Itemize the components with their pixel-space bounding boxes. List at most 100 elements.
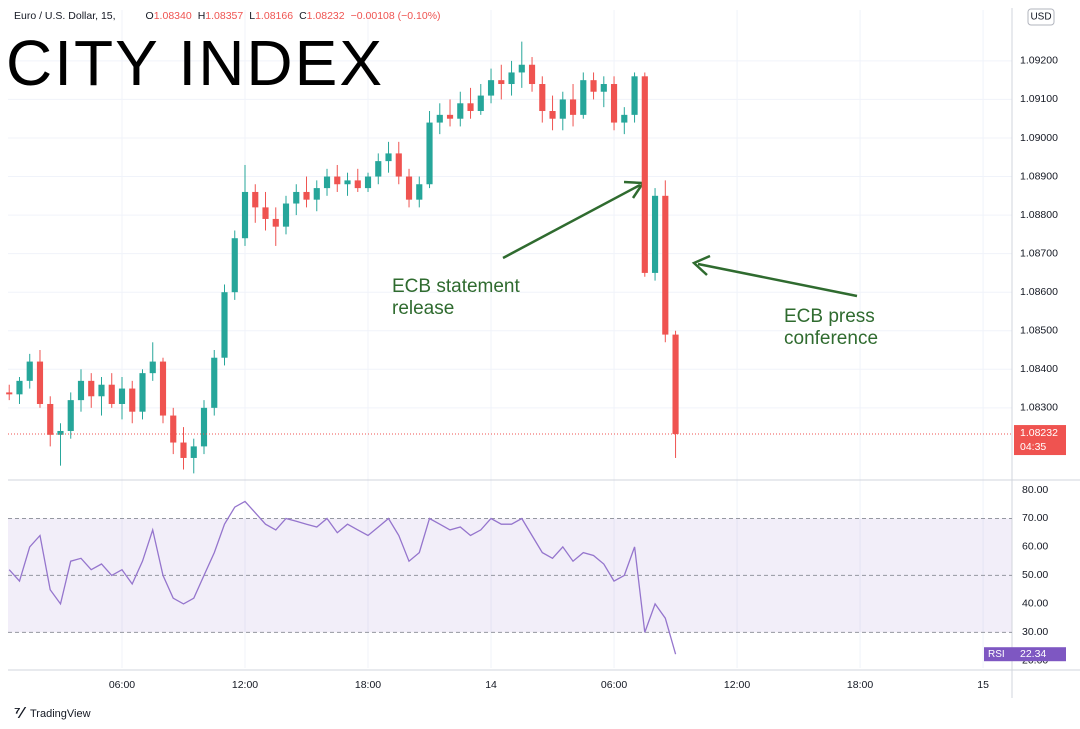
rsi-tick-label: 60.00 <box>1022 541 1048 553</box>
candle-body <box>6 392 13 395</box>
y-tick-label: 1.08700 <box>1020 247 1058 259</box>
candle-body <box>170 415 177 443</box>
candle-body <box>621 114 628 123</box>
countdown: 04:35 <box>1020 441 1046 453</box>
annotation: ECB press <box>784 306 875 327</box>
footer: TradingView <box>30 708 91 720</box>
candle-body <box>180 442 187 458</box>
candle-body <box>487 80 495 96</box>
candle-body <box>662 195 669 335</box>
candle-body <box>518 64 525 73</box>
x-tick-label: 14 <box>485 679 497 691</box>
candle-body <box>457 103 464 119</box>
x-tick-label: 06:00 <box>109 679 135 691</box>
annotation: conference <box>784 328 878 349</box>
y-tick-label: 1.08800 <box>1020 209 1058 221</box>
candle-body <box>159 361 167 416</box>
arrow <box>697 262 858 298</box>
candle-body <box>580 80 587 115</box>
candle-body <box>293 191 300 204</box>
currency: USD <box>1030 12 1051 23</box>
rsi-tick-label: 30.00 <box>1022 626 1048 638</box>
y-tick-label: 1.09200 <box>1020 55 1058 67</box>
header-item: −0.00108 (−0.10%) <box>351 10 441 22</box>
candle-body <box>149 361 156 374</box>
candle-body <box>508 72 515 85</box>
candle-body <box>436 114 443 123</box>
last-price-label: 1.08232 <box>1020 427 1058 439</box>
candle-body <box>36 361 44 404</box>
x-tick-label: 18:00 <box>355 679 381 691</box>
x-tick-label: 06:00 <box>601 679 627 691</box>
candle-body <box>569 99 577 115</box>
y-tick-label: 1.09000 <box>1020 132 1058 144</box>
last-price-badge <box>1014 425 1066 456</box>
candle-body <box>375 161 382 177</box>
candle-body <box>590 80 597 92</box>
candle-body <box>26 361 33 381</box>
header-item: 1.08166 <box>255 10 293 22</box>
rsi-tick-label: 80.00 <box>1022 484 1048 496</box>
header-item: C <box>299 10 307 22</box>
header-item: Euro / U.S. Dollar, 15, <box>14 10 116 22</box>
header-item: 1.08232 <box>307 10 345 22</box>
y-tick-label: 1.08300 <box>1020 402 1058 414</box>
candle-body <box>467 103 474 112</box>
annotation: release <box>392 298 454 319</box>
candle-body <box>303 191 310 200</box>
candle-body <box>600 84 607 92</box>
candle-body <box>610 84 618 123</box>
rsi-value: 22.34 <box>1020 648 1046 660</box>
candle-body <box>190 446 197 458</box>
y-tick-label: 1.08600 <box>1020 286 1058 298</box>
candle-body <box>313 188 320 200</box>
candle-body <box>334 176 341 185</box>
y-tick-label: 1.09100 <box>1020 93 1058 105</box>
candle-body <box>231 238 238 293</box>
x-tick-label: 12:00 <box>724 679 750 691</box>
candle-body <box>559 99 566 119</box>
candle-body <box>77 380 85 401</box>
candle-body <box>129 388 136 412</box>
x-tick-label: 18:00 <box>847 679 873 691</box>
y-tick-label: 1.08400 <box>1020 363 1058 375</box>
candle-body <box>272 218 279 227</box>
candle-body <box>139 373 146 412</box>
rsi-tick-label: 70.00 <box>1022 512 1048 524</box>
candle-body <box>446 114 454 119</box>
y-tick-label: 1.08500 <box>1020 325 1058 337</box>
candle-body <box>98 384 105 397</box>
currency-box <box>1027 8 1055 26</box>
y-tick-label: 1.08900 <box>1020 170 1058 182</box>
candle-body <box>385 153 392 162</box>
candle-body <box>672 334 679 435</box>
candle-body <box>67 400 74 431</box>
rsi-badge <box>984 647 1066 662</box>
candle-body <box>282 203 290 227</box>
candle-body <box>405 176 413 200</box>
x-tick-label: 12:00 <box>232 679 258 691</box>
header-item: O <box>146 10 154 22</box>
candle-body <box>477 95 484 112</box>
candle-body <box>539 84 546 112</box>
candle-body <box>57 430 64 435</box>
candle-body <box>354 180 361 189</box>
candle-body <box>241 191 249 239</box>
candle-body <box>252 191 259 208</box>
candle-body <box>631 76 638 115</box>
candle-body <box>344 180 351 185</box>
candle-body <box>88 380 95 397</box>
candle-body <box>549 111 556 119</box>
x-tick-label: 15 <box>977 679 989 691</box>
candle-body <box>221 292 228 358</box>
candle-body <box>364 176 372 189</box>
candle-body <box>528 64 536 85</box>
arrow-head <box>691 254 711 276</box>
rsi-tick-label: 40.00 <box>1022 598 1048 610</box>
header: Euro / U.S. Dollar, 15, O1.08340 H1.08357 L… <box>14 10 441 22</box>
rsi-name: RSI <box>988 649 1005 660</box>
candle-body <box>211 357 218 408</box>
